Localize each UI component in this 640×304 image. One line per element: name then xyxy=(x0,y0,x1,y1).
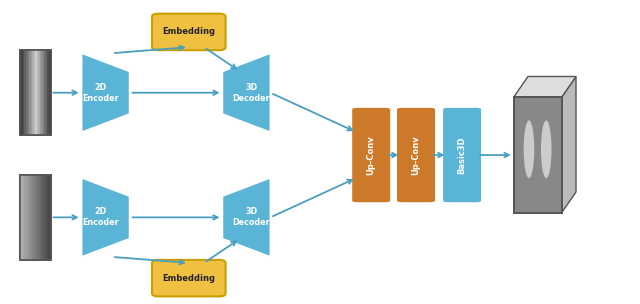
Bar xyxy=(24,50,27,135)
Text: 3D
Decoder: 3D Decoder xyxy=(233,207,270,227)
Polygon shape xyxy=(562,77,576,213)
Bar xyxy=(42,50,44,135)
Bar xyxy=(35,175,37,260)
Bar xyxy=(28,50,29,135)
Text: Embedding: Embedding xyxy=(163,274,215,283)
Polygon shape xyxy=(82,178,130,257)
Bar xyxy=(32,175,35,260)
Bar xyxy=(20,50,51,135)
FancyBboxPatch shape xyxy=(396,107,436,203)
Bar xyxy=(34,175,36,260)
Bar xyxy=(20,50,22,135)
Ellipse shape xyxy=(541,120,552,178)
Bar xyxy=(49,50,51,135)
Bar xyxy=(29,50,31,135)
Bar xyxy=(26,175,28,260)
Text: 2D
Encoder: 2D Encoder xyxy=(82,207,119,227)
Bar xyxy=(20,175,51,260)
Bar xyxy=(34,50,36,135)
Bar xyxy=(23,175,25,260)
Bar xyxy=(20,175,51,260)
Bar xyxy=(31,175,33,260)
Bar xyxy=(43,175,45,260)
Bar xyxy=(514,97,562,213)
Text: Basic3D: Basic3D xyxy=(458,136,467,174)
Bar xyxy=(36,50,39,135)
Bar xyxy=(26,50,28,135)
Bar xyxy=(29,175,31,260)
Bar xyxy=(38,175,40,260)
Polygon shape xyxy=(514,77,576,97)
Bar xyxy=(47,175,50,260)
Text: 2D
Encoder: 2D Encoder xyxy=(82,83,119,103)
Bar xyxy=(31,50,33,135)
Ellipse shape xyxy=(524,120,534,178)
Bar xyxy=(21,50,24,135)
Bar xyxy=(21,175,24,260)
Bar xyxy=(36,175,39,260)
Bar xyxy=(46,50,48,135)
Text: Up-Conv: Up-Conv xyxy=(367,135,376,175)
Bar xyxy=(35,50,37,135)
Polygon shape xyxy=(223,53,270,132)
Bar xyxy=(514,97,562,213)
FancyBboxPatch shape xyxy=(152,14,226,50)
Text: 3D
Decoder: 3D Decoder xyxy=(233,83,270,103)
Bar xyxy=(28,175,29,260)
Bar xyxy=(46,175,48,260)
Bar xyxy=(49,175,51,260)
Bar xyxy=(40,175,42,260)
FancyBboxPatch shape xyxy=(152,260,226,296)
Bar xyxy=(24,175,27,260)
Bar xyxy=(38,50,40,135)
Bar xyxy=(20,50,51,135)
Bar xyxy=(32,50,35,135)
Polygon shape xyxy=(223,178,270,257)
FancyBboxPatch shape xyxy=(351,107,391,203)
Bar xyxy=(40,50,42,135)
Bar xyxy=(44,50,47,135)
Polygon shape xyxy=(82,53,130,132)
Bar xyxy=(23,50,25,135)
Bar xyxy=(44,175,47,260)
Bar xyxy=(47,50,50,135)
Text: Embedding: Embedding xyxy=(163,27,215,36)
FancyBboxPatch shape xyxy=(442,107,482,203)
Bar xyxy=(20,175,22,260)
Bar xyxy=(43,50,45,135)
Text: Up-Conv: Up-Conv xyxy=(412,135,420,175)
Bar xyxy=(42,175,44,260)
